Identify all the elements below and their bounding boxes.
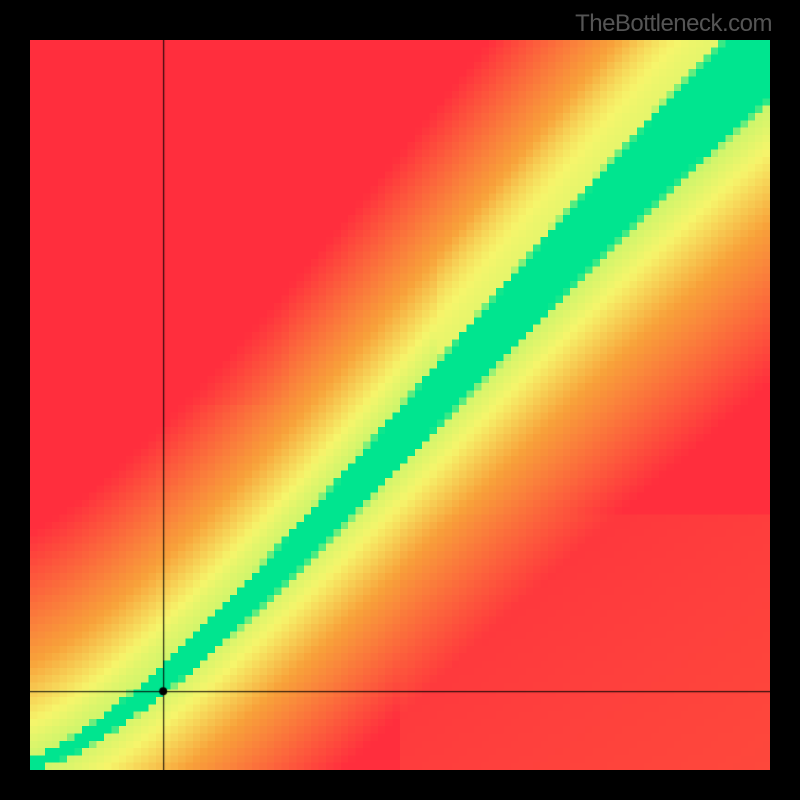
watermark-text: TheBottleneck.com (575, 10, 772, 38)
crosshair-overlay (30, 40, 770, 770)
chart-container: TheBottleneck.com (0, 0, 800, 800)
